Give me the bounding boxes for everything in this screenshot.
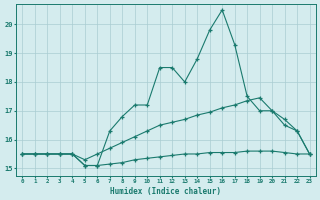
X-axis label: Humidex (Indice chaleur): Humidex (Indice chaleur): [110, 187, 221, 196]
